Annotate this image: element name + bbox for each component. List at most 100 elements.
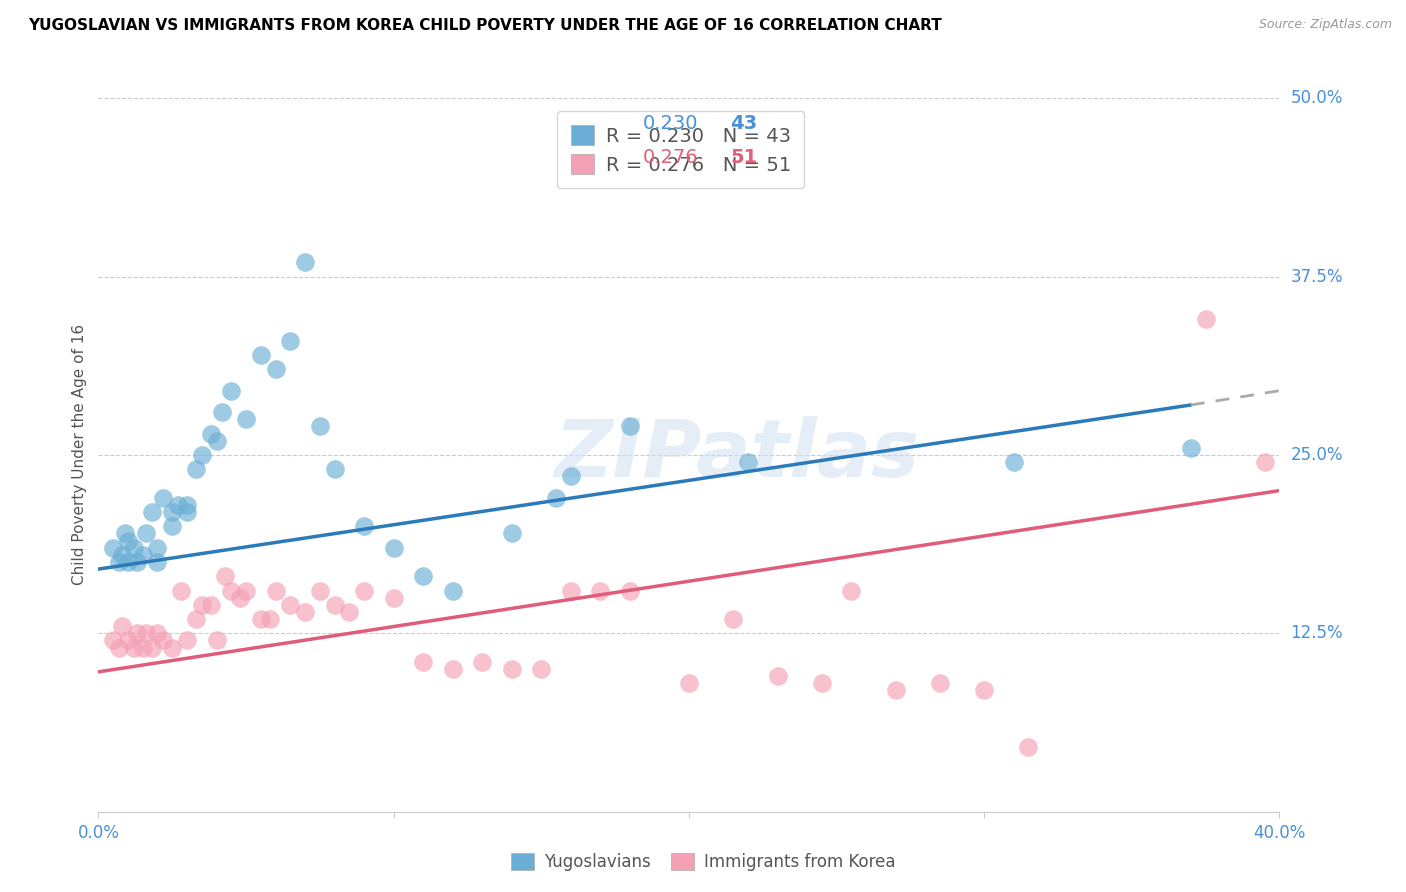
Text: 43: 43: [730, 114, 756, 134]
Point: [737, 455, 759, 469]
Point: [278, 334, 302, 348]
Legend: R = 0.230   N = 43, R = 0.276   N = 51: R = 0.230 N = 43, R = 0.276 N = 51: [557, 112, 804, 188]
Point: [471, 655, 494, 669]
Point: [235, 412, 257, 426]
Point: [141, 505, 163, 519]
Point: [589, 583, 612, 598]
Point: [184, 612, 207, 626]
Point: [278, 598, 302, 612]
Point: [146, 555, 169, 569]
Text: YUGOSLAVIAN VS IMMIGRANTS FROM KOREA CHILD POVERTY UNDER THE AGE OF 16 CORRELATI: YUGOSLAVIAN VS IMMIGRANTS FROM KOREA CHI…: [28, 18, 942, 33]
Point: [132, 548, 155, 562]
Point: [200, 598, 222, 612]
Point: [678, 676, 700, 690]
Point: [229, 591, 252, 605]
Point: [1002, 455, 1025, 469]
Point: [337, 605, 360, 619]
Point: [382, 541, 405, 555]
Point: [146, 541, 169, 555]
Legend: Yugoslavians, Immigrants from Korea: Yugoslavians, Immigrants from Korea: [502, 845, 904, 880]
Point: [141, 640, 163, 655]
Point: [839, 583, 862, 598]
Point: [412, 655, 434, 669]
Point: [176, 498, 198, 512]
Y-axis label: Child Poverty Under the Age of 16: Child Poverty Under the Age of 16: [72, 325, 87, 585]
Point: [152, 491, 174, 505]
Point: [1180, 441, 1202, 455]
Point: [928, 676, 950, 690]
Text: 0.276: 0.276: [643, 148, 699, 168]
Point: [323, 598, 346, 612]
Point: [108, 640, 131, 655]
Point: [184, 462, 207, 476]
Point: [176, 633, 198, 648]
Point: [205, 633, 228, 648]
Point: [250, 348, 273, 362]
Point: [264, 362, 287, 376]
Point: [353, 519, 375, 533]
Point: [122, 541, 145, 555]
Point: [125, 626, 148, 640]
Point: [560, 469, 582, 483]
Point: [117, 533, 139, 548]
Point: [353, 583, 375, 598]
Point: [1254, 455, 1277, 469]
Point: [1017, 740, 1039, 755]
Point: [501, 526, 523, 541]
Point: [146, 626, 169, 640]
Point: [619, 419, 641, 434]
Point: [219, 583, 242, 598]
Point: [114, 526, 136, 541]
Point: [412, 569, 434, 583]
Point: [162, 640, 183, 655]
Point: [214, 569, 236, 583]
Point: [721, 612, 744, 626]
Point: [176, 505, 198, 519]
Point: [973, 683, 995, 698]
Point: [259, 612, 281, 626]
Point: [250, 612, 273, 626]
Point: [219, 384, 242, 398]
Point: [135, 626, 157, 640]
Point: [111, 548, 134, 562]
Text: 37.5%: 37.5%: [1291, 268, 1343, 285]
Point: [162, 505, 183, 519]
Point: [211, 405, 233, 419]
Point: [560, 583, 582, 598]
Text: Source: ZipAtlas.com: Source: ZipAtlas.com: [1258, 18, 1392, 31]
Point: [108, 555, 131, 569]
Point: [766, 669, 789, 683]
Point: [191, 448, 214, 462]
Point: [191, 598, 214, 612]
Text: 12.5%: 12.5%: [1291, 624, 1343, 642]
Point: [117, 555, 139, 569]
Text: 51: 51: [730, 148, 758, 168]
Point: [619, 583, 641, 598]
Text: 0.230: 0.230: [643, 114, 699, 134]
Point: [111, 619, 134, 633]
Point: [135, 526, 157, 541]
Point: [323, 462, 346, 476]
Point: [125, 555, 148, 569]
Point: [1195, 312, 1218, 326]
Text: 50.0%: 50.0%: [1291, 89, 1343, 107]
Point: [132, 640, 155, 655]
Point: [294, 255, 316, 269]
Point: [170, 583, 193, 598]
Point: [530, 662, 553, 676]
Text: ZIPatlas: ZIPatlas: [554, 416, 918, 494]
Point: [294, 605, 316, 619]
Point: [810, 676, 832, 690]
Point: [441, 662, 464, 676]
Point: [441, 583, 464, 598]
Point: [382, 591, 405, 605]
Point: [205, 434, 228, 448]
Point: [264, 583, 287, 598]
Point: [103, 541, 125, 555]
Point: [152, 633, 174, 648]
Point: [235, 583, 257, 598]
Text: 25.0%: 25.0%: [1291, 446, 1343, 464]
Point: [884, 683, 907, 698]
Point: [122, 640, 145, 655]
Point: [167, 498, 190, 512]
